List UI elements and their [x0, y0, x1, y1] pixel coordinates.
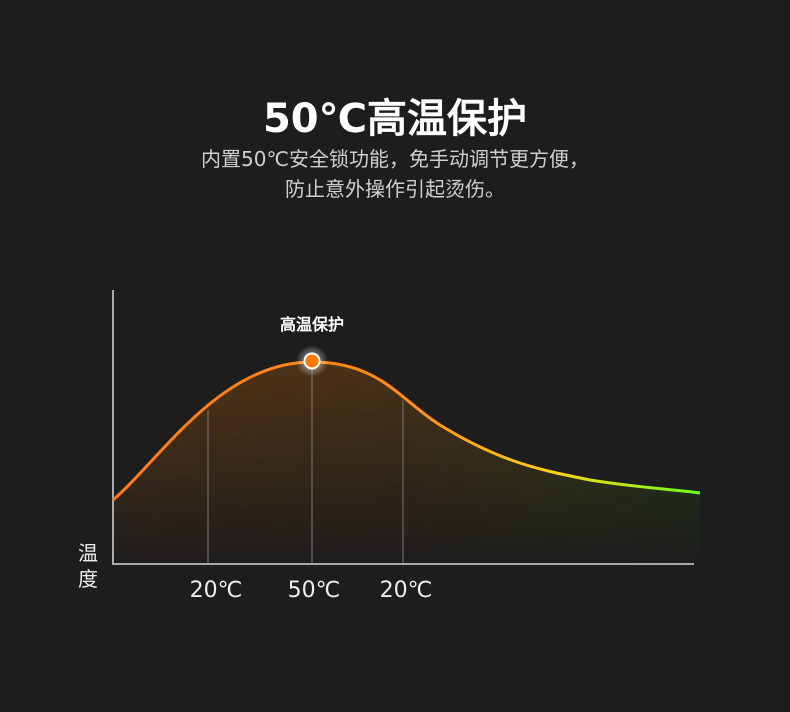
description: 内置50℃安全锁功能，免手动调节更方便， 防止意外操作引起烫伤。: [0, 144, 790, 204]
x-tick-label: 50℃: [287, 578, 341, 603]
description-line: 内置50℃安全锁功能，免手动调节更方便，: [201, 147, 589, 171]
peak-label: 高温保护: [279, 315, 344, 334]
description-line: 防止意外操作引起烫伤。: [285, 177, 505, 201]
page-title: 50℃高温保护: [262, 96, 528, 142]
y-axis-label: 温度: [78, 541, 98, 591]
x-tick-label: 20℃: [189, 578, 243, 603]
curve-fill: [113, 362, 700, 563]
peak-marker: [303, 352, 321, 370]
temperature-curve: [112, 360, 701, 502]
x-tick-label: 20℃: [379, 578, 433, 603]
